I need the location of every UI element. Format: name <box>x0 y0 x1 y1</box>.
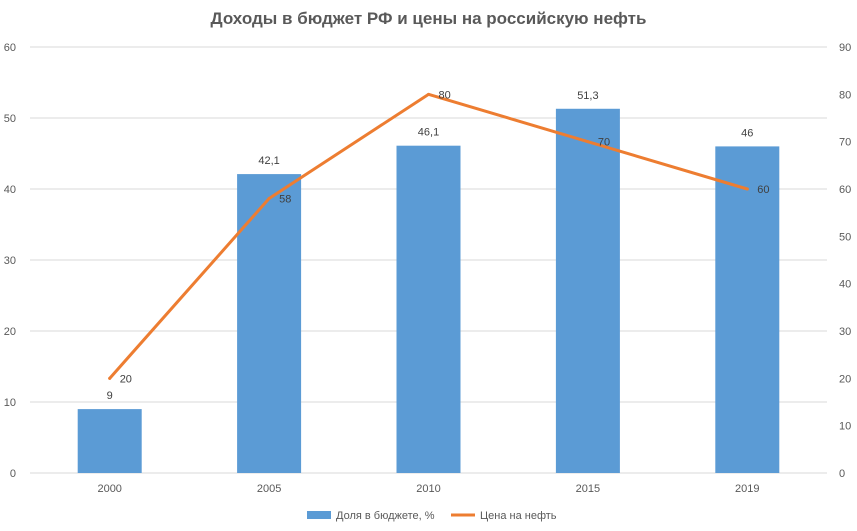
y-right-tick-label: 40 <box>839 279 851 291</box>
line-data-label: 60 <box>757 184 769 196</box>
line-point <box>427 92 430 96</box>
x-tick-label: 2010 <box>416 483 440 495</box>
line-data-label: 58 <box>279 193 291 205</box>
bar-data-label: 46 <box>741 127 753 139</box>
y-right-tick-label: 70 <box>839 137 851 149</box>
legend-line-label: Цена на нефть <box>480 510 557 522</box>
line-point <box>108 376 112 380</box>
x-tick-label: 2005 <box>257 483 281 495</box>
y-left-tick-label: 30 <box>4 255 16 267</box>
bar <box>77 409 142 473</box>
y-left-tick-label: 60 <box>4 42 16 54</box>
y-right-tick-label: 90 <box>839 42 851 54</box>
legend-bar-swatch <box>307 511 331 519</box>
bar-data-label: 51,3 <box>577 90 598 102</box>
y-right-tick-label: 60 <box>839 184 851 196</box>
x-tick-label: 2015 <box>576 483 600 495</box>
x-tick-label: 2000 <box>97 483 121 495</box>
y-right-tick-label: 50 <box>839 231 851 243</box>
bar-data-label: 42,1 <box>258 155 279 167</box>
bar-data-label: 46,1 <box>418 127 439 139</box>
legend-bar-label: Доля в бюджете, % <box>336 510 435 522</box>
y-right-tick-label: 30 <box>839 326 851 338</box>
line-point <box>267 196 271 200</box>
line-point <box>745 187 749 191</box>
bar <box>396 145 461 473</box>
x-tick-label: 2019 <box>735 483 759 495</box>
bar <box>555 108 620 474</box>
bar <box>237 174 302 473</box>
y-left-tick-label: 40 <box>4 184 16 196</box>
line-data-label: 80 <box>439 89 451 101</box>
y-left-tick-label: 20 <box>4 326 16 338</box>
y-left-tick-label: 0 <box>10 468 16 480</box>
y-right-tick-label: 20 <box>839 373 851 385</box>
line-data-label: 20 <box>120 373 132 385</box>
y-left-tick-label: 10 <box>4 397 16 409</box>
y-right-tick-label: 10 <box>839 421 851 433</box>
y-right-tick-label: 0 <box>839 468 845 480</box>
bar <box>715 146 780 473</box>
line-point <box>586 140 590 144</box>
y-left-tick-label: 50 <box>4 113 16 125</box>
bar-data-label: 9 <box>107 390 113 402</box>
line-data-label: 70 <box>598 137 610 149</box>
y-right-tick-label: 80 <box>839 89 851 101</box>
chart-title: Доходы в бюджет РФ и цены на российскую … <box>210 9 647 28</box>
